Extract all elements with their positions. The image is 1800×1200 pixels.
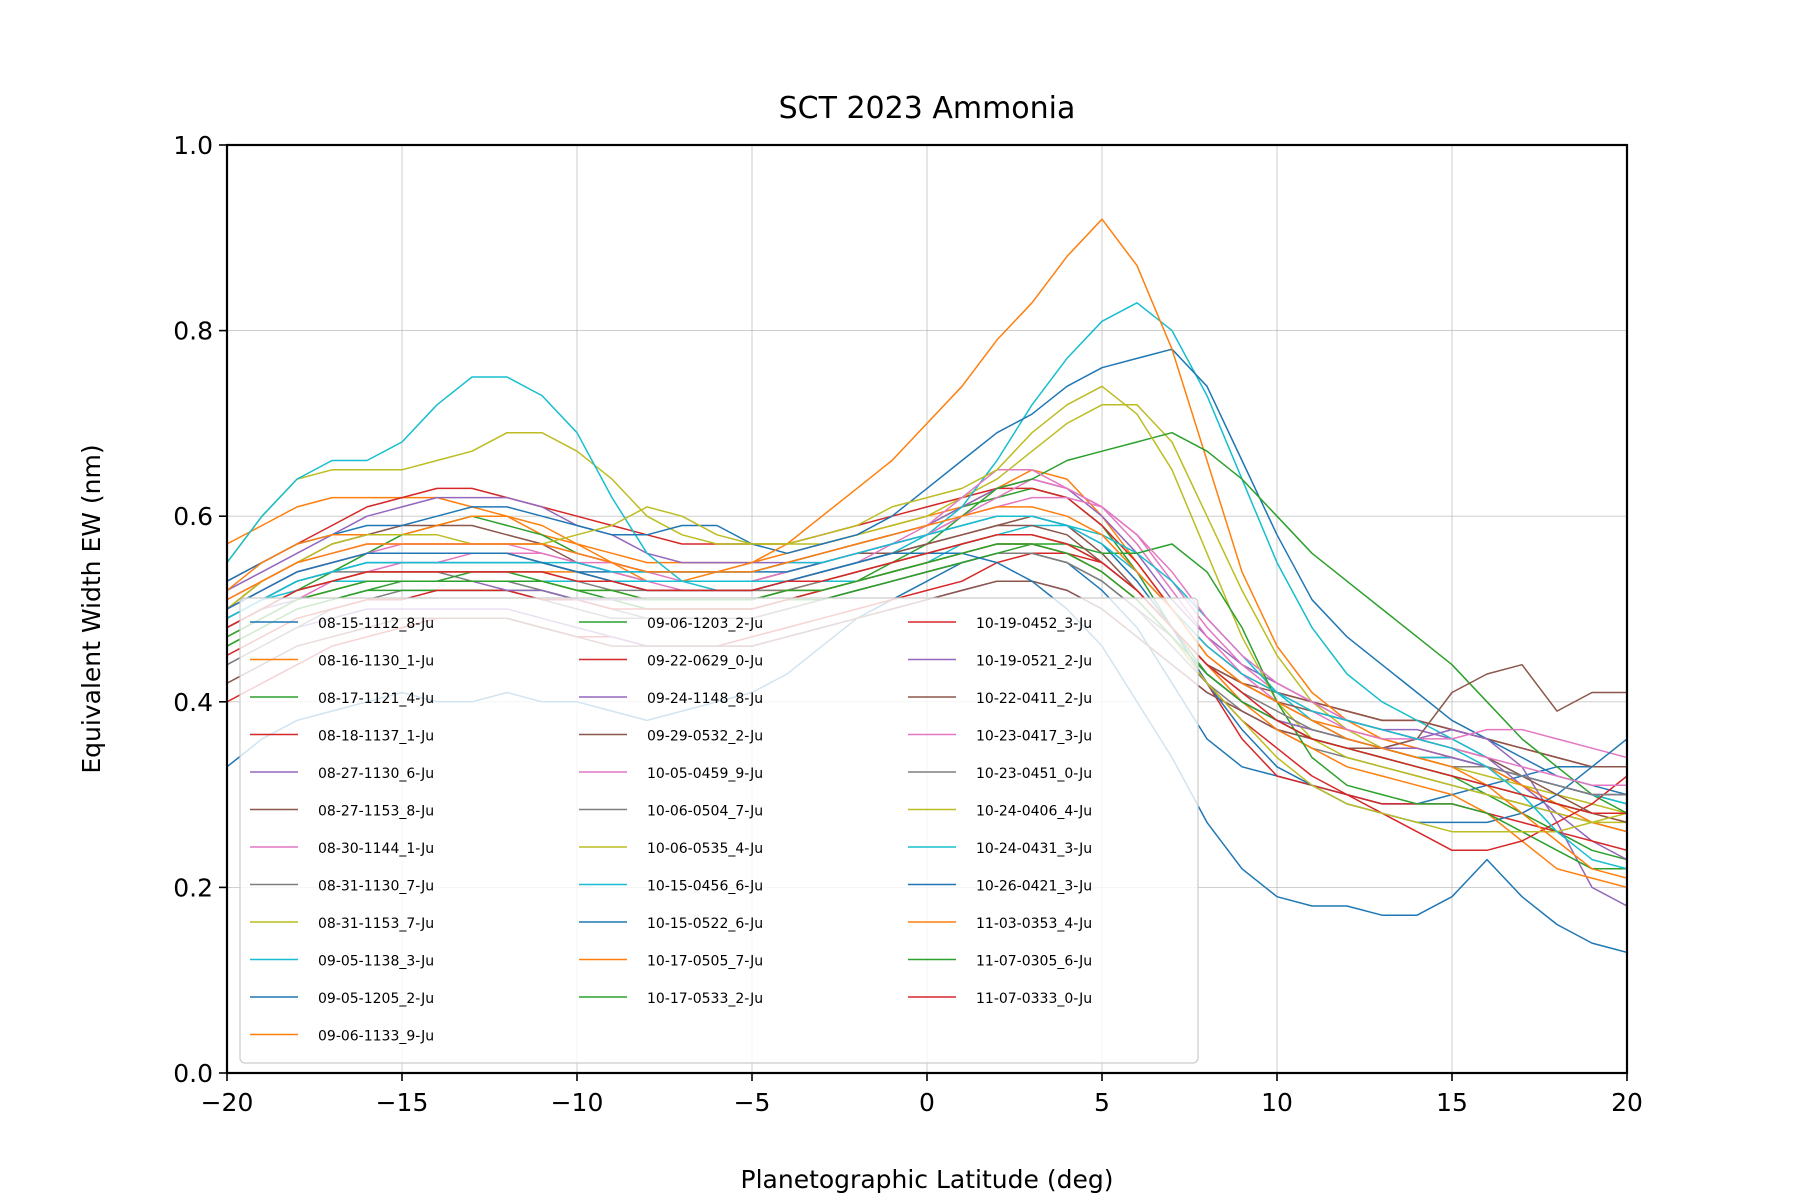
chart-title: SCT 2023 Ammonia xyxy=(779,91,1076,126)
y-tick-label: 0.6 xyxy=(173,502,213,531)
x-tick-label: 10 xyxy=(1261,1088,1293,1117)
axis-ticks: −20 −15 −10 −5 0 5 10 15 20 0.0 0.2 0.4 0.6 0.8 1.0 xyxy=(173,131,1643,1117)
legend-label: 09-22-0629_0-Ju xyxy=(647,654,763,670)
legend-label: 10-05-0459_9-Ju xyxy=(647,766,763,782)
x-tick-label: 20 xyxy=(1611,1088,1643,1117)
x-tick-label: −20 xyxy=(201,1088,254,1117)
legend-label: 08-30-1144_1-Ju xyxy=(318,841,434,857)
legend-label: 08-16-1130_1-Ju xyxy=(318,654,434,670)
legend: 08-15-1112_8-Ju 08-16-1130_1-Ju 08-17-1121… xyxy=(239,597,1199,1064)
legend-label: 09-24-1148_8-Ju xyxy=(647,691,763,707)
y-axis-label: Equivalent Width EW (nm) xyxy=(77,444,106,773)
series-line-09-05-1205_2-Ju xyxy=(227,348,1627,796)
legend-label: 10-15-0456_6-Ju xyxy=(647,879,763,895)
y-tick-label: 1.0 xyxy=(173,131,213,160)
x-tick-label: −5 xyxy=(734,1088,771,1117)
legend-label: 10-17-0505_7-Ju xyxy=(647,954,763,970)
legend-label: 10-23-0417_3-Ju xyxy=(976,729,1092,745)
x-tick-label: −10 xyxy=(551,1088,604,1117)
y-tick-label: 0.4 xyxy=(173,688,213,717)
x-tick-label: 15 xyxy=(1436,1088,1468,1117)
y-tick-label: 0.0 xyxy=(173,1059,213,1088)
x-axis-label: Planetographic Latitude (deg) xyxy=(741,1165,1114,1194)
legend-label: 09-29-0532_2-Ju xyxy=(647,729,763,745)
legend-label: 09-05-1205_2-Ju xyxy=(318,991,434,1007)
series-line-10-06-0535_4-Ju xyxy=(227,385,1627,824)
legend-label: 10-22-0411_2-Ju xyxy=(976,691,1092,707)
y-tick-label: 0.8 xyxy=(173,317,213,346)
legend-label: 10-06-0535_4-Ju xyxy=(647,841,763,857)
legend-label: 09-06-1203_2-Ju xyxy=(647,616,763,632)
series-line-10-24-0431_3-Ju xyxy=(227,515,1627,870)
legend-label: 10-24-0406_4-Ju xyxy=(976,804,1092,820)
legend-label: 11-07-0333_0-Ju xyxy=(976,991,1092,1007)
series-line-09-06-1133_9-Ju xyxy=(227,218,1627,833)
x-tick-label: 5 xyxy=(1094,1088,1110,1117)
legend-label: 08-15-1112_8-Ju xyxy=(318,616,434,632)
legend-label: 11-07-0305_6-Ju xyxy=(976,954,1092,970)
series-line-11-07-0333_0-Ju xyxy=(227,534,1627,814)
legend-label: 10-17-0533_2-Ju xyxy=(647,991,763,1007)
legend-label: 08-17-1121_4-Ju xyxy=(318,691,434,707)
legend-label: 09-05-1138_3-Ju xyxy=(318,954,434,970)
legend-label: 10-23-0451_0-Ju xyxy=(976,766,1092,782)
legend-label: 10-19-0521_2-Ju xyxy=(976,654,1092,670)
legend-label: 08-31-1130_7-Ju xyxy=(318,879,434,895)
y-tick-label: 0.2 xyxy=(173,873,213,902)
legend-label: 10-19-0452_3-Ju xyxy=(976,616,1092,632)
legend-label: 08-27-1153_8-Ju xyxy=(318,804,434,820)
series-line-11-03-0353_4-Ju xyxy=(227,506,1627,879)
series-lines xyxy=(227,218,1627,954)
legend-label: 10-24-0431_3-Ju xyxy=(976,841,1092,857)
legend-label: 11-03-0353_4-Ju xyxy=(976,916,1092,932)
legend-label: 09-06-1133_9-Ju xyxy=(318,1029,434,1045)
x-tick-label: 0 xyxy=(919,1088,935,1117)
legend-label: 10-06-0504_7-Ju xyxy=(647,804,763,820)
x-tick-label: −15 xyxy=(376,1088,429,1117)
legend-label: 10-26-0421_3-Ju xyxy=(976,879,1092,895)
legend-label: 10-15-0522_6-Ju xyxy=(647,916,763,932)
legend-box xyxy=(239,597,1199,1064)
legend-label: 08-31-1153_7-Ju xyxy=(318,916,434,932)
legend-label: 08-18-1137_1-Ju xyxy=(318,729,434,745)
legend-label: 08-27-1130_6-Ju xyxy=(318,766,434,782)
